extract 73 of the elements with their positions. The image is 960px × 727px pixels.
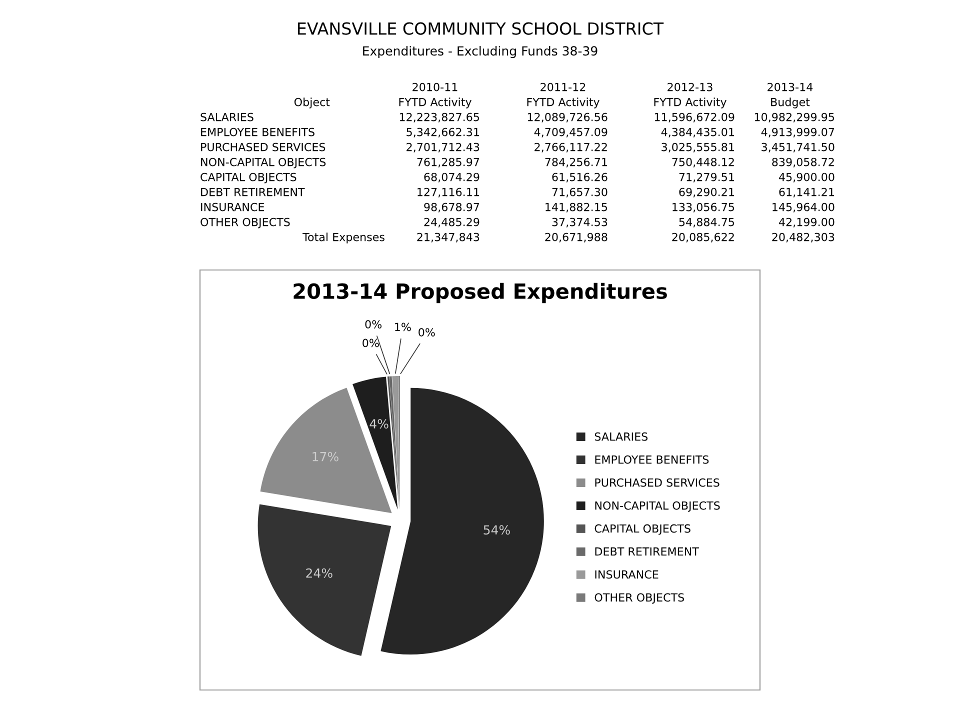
text: 2,766,117.22 <box>534 142 607 152</box>
text: 761,285.97 <box>417 158 480 168</box>
text: SALARIES <box>200 112 254 122</box>
text: 4,384,435.01 <box>661 128 734 138</box>
legend-label: SALARIES <box>594 432 648 441</box>
text: 45,900.00 <box>778 172 834 182</box>
text: 145,964.00 <box>772 202 834 212</box>
text: 61,516.26 <box>552 172 608 182</box>
text: 21,347,843 <box>417 232 480 242</box>
text: 20,085,622 <box>672 232 734 242</box>
text: 839,058.72 <box>772 158 834 168</box>
legend-label: PURCHASED SERVICES <box>595 478 720 487</box>
text: FYTD Activity <box>527 98 600 108</box>
text: 61,141.21 <box>779 188 834 198</box>
text: 4,709,457.09 <box>534 128 608 138</box>
text: 750,448.12 <box>672 158 734 168</box>
text: Object <box>294 98 330 108</box>
text: 11,596,672.09 <box>654 112 734 122</box>
text: 784,256.71 <box>545 158 607 168</box>
text: 141,882.15 <box>546 202 608 212</box>
data-label: 17% <box>312 452 338 462</box>
text: 2012-13 <box>668 82 712 92</box>
text: Expenditures - Excluding Funds 38-39 <box>363 46 598 58</box>
text: 20,482,303 <box>772 232 834 242</box>
text: 2010-11 <box>412 82 458 92</box>
text: 3,451,741.50 <box>762 142 834 152</box>
data-label: 0% <box>365 320 382 329</box>
text: 71,279.51 <box>679 172 734 182</box>
text: 98,678.97 <box>424 202 480 212</box>
text: 12,223,827.65 <box>400 112 480 122</box>
data-label: 1% <box>395 322 411 332</box>
text: 71,657.30 <box>552 188 608 198</box>
text: 12,089,726.56 <box>528 112 608 122</box>
legend-label: OTHER OBJECTS <box>594 593 684 604</box>
legend-label: EMPLOYEE BENEFITS <box>595 455 709 464</box>
data-label: 0% <box>418 328 435 337</box>
text: 69,290.21 <box>679 188 734 198</box>
text: INSURANCE <box>201 202 264 212</box>
legend-label: DEBT RETIREMENT <box>595 547 699 556</box>
data-label: 4% <box>370 419 388 429</box>
text: EMPLOYEE BENEFITS <box>201 128 314 136</box>
text: DEBT RETIREMENT <box>201 188 305 196</box>
text: 54,884.75 <box>679 218 734 228</box>
text: 5,342,662.31 <box>406 128 479 138</box>
text: 24,485.29 <box>424 218 480 228</box>
text: Budget <box>771 98 810 108</box>
text: FYTD Activity <box>399 98 472 108</box>
text: 133,056.75 <box>672 202 734 212</box>
legend-label: CAPITAL OBJECTS <box>594 524 690 535</box>
data-label: 54% <box>484 525 510 535</box>
data-label: 0% <box>362 338 379 348</box>
text: Total Expenses <box>302 232 384 244</box>
data-label: 24% <box>306 568 332 578</box>
text: PURCHASED SERVICES <box>201 142 326 152</box>
text: 2011-12 <box>540 82 586 92</box>
chart-title: 2013-14 Proposed Expenditures <box>294 282 667 304</box>
text: NON-CAPITAL OBJECTS <box>201 158 326 168</box>
text: OTHER OBJECTS <box>200 218 290 228</box>
text: 10,982,299.95 <box>754 112 834 122</box>
text: 2,701,712.43 <box>406 142 480 152</box>
text: 4,913,999.07 <box>761 128 834 138</box>
text: CAPITAL OBJECTS <box>200 172 296 184</box>
text: 68,074.29 <box>424 172 480 182</box>
text: 37,374.53 <box>552 218 608 228</box>
legend-label: NON-CAPITAL OBJECTS <box>595 501 720 512</box>
text: 3,025,555.81 <box>662 142 734 152</box>
text: 127,116.11 <box>418 188 479 198</box>
text: 42,199.00 <box>778 218 834 228</box>
text: FYTD Activity <box>654 98 726 108</box>
text: 2013-14 <box>768 82 813 92</box>
legend-label: INSURANCE <box>595 570 658 579</box>
text: EVANSVILLE COMMUNITY SCHOOL DISTRICT <box>298 22 664 35</box>
text: 20,671,988 <box>545 232 608 242</box>
